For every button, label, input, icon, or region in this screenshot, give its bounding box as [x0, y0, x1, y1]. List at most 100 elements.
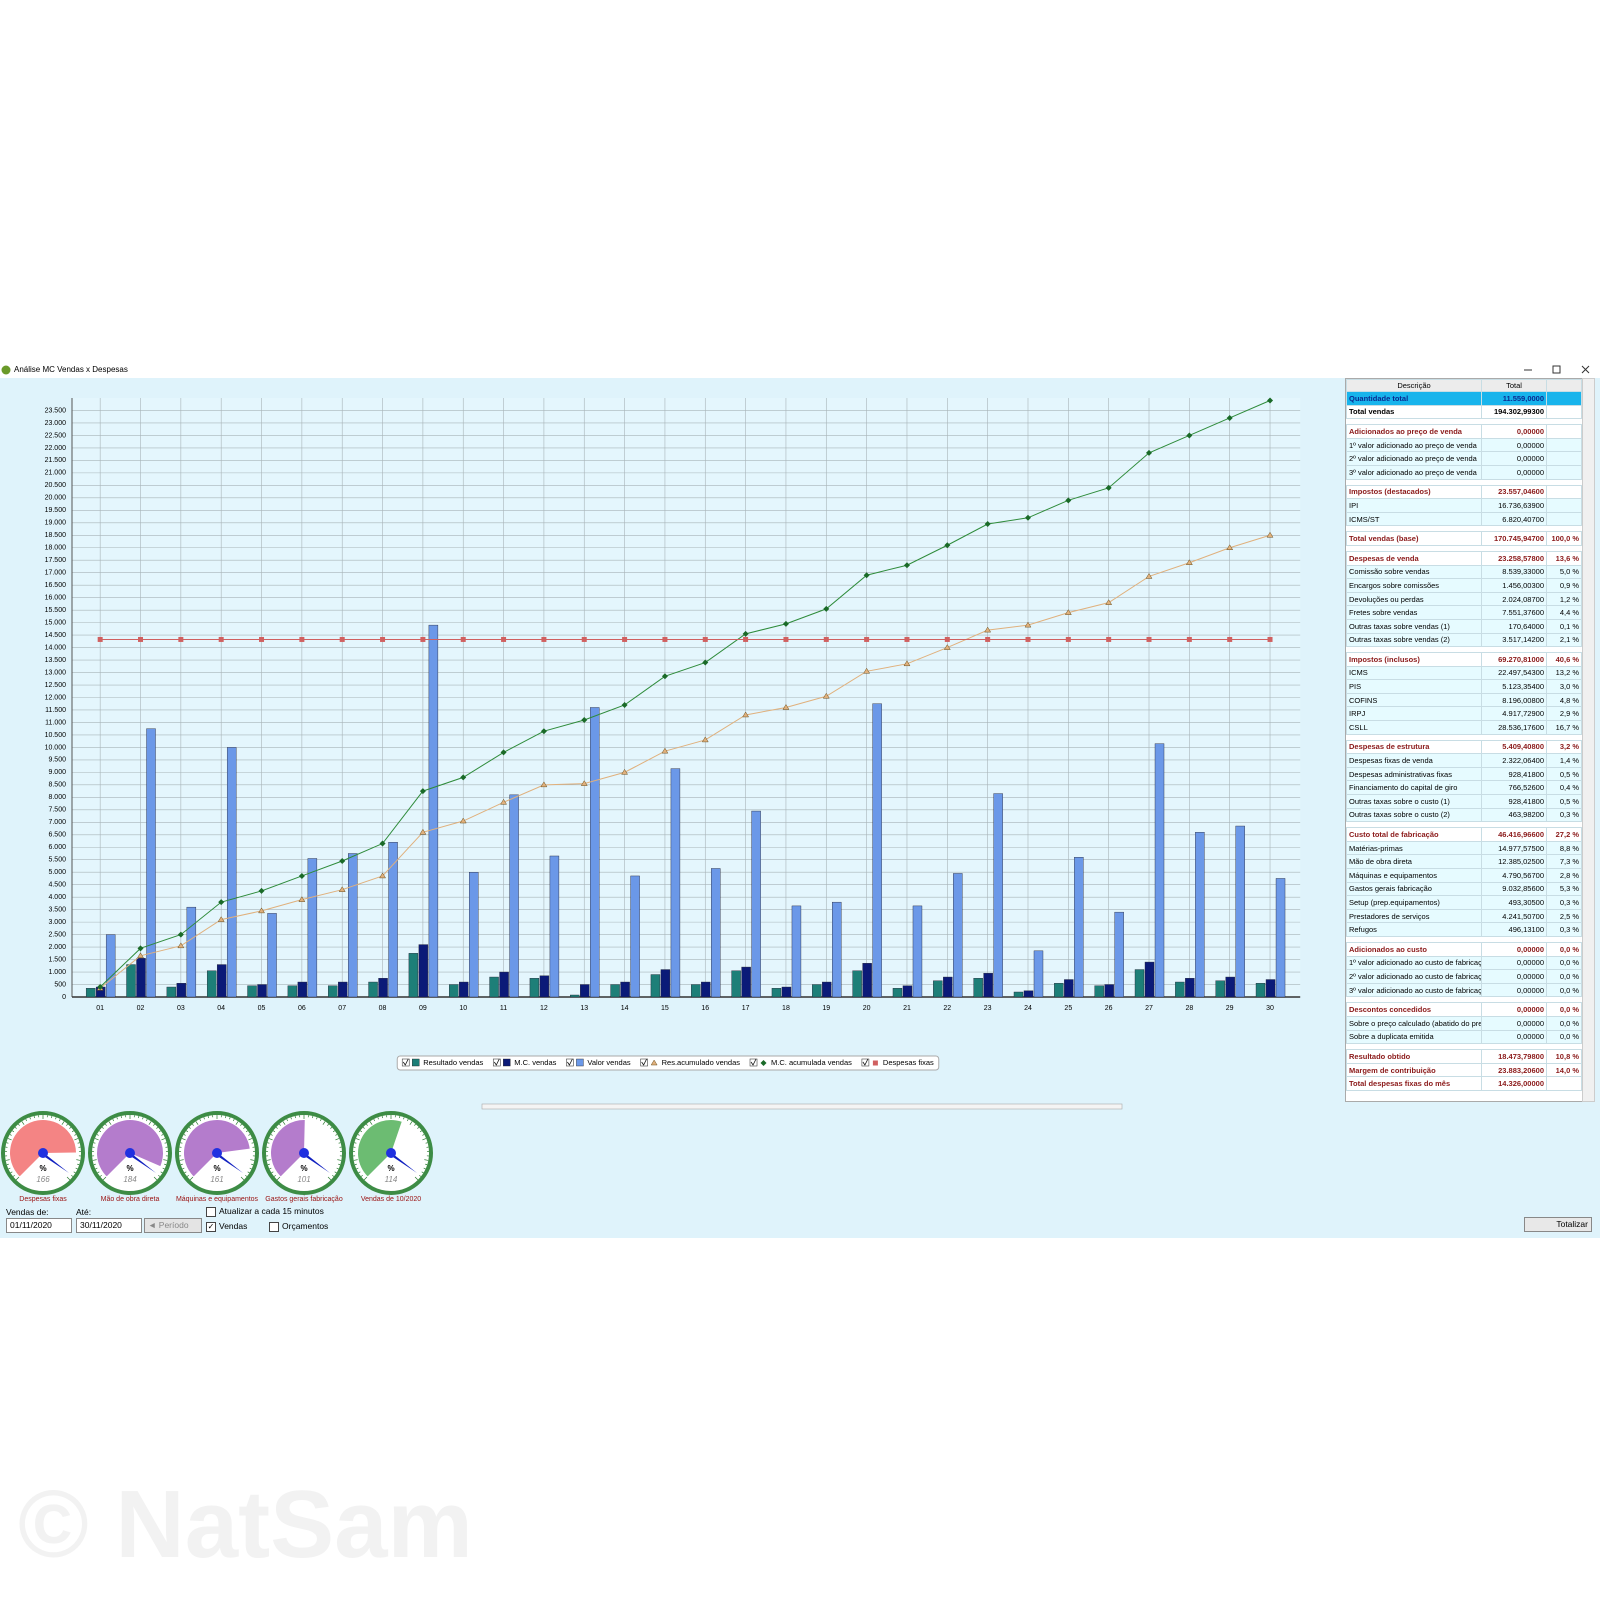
gauge-tick — [179, 1159, 184, 1161]
gauge-tick — [403, 1117, 405, 1120]
table-cell: 170.745,94700 — [1481, 531, 1547, 546]
to-date[interactable]: 30/11/2020 — [76, 1218, 142, 1233]
gauge-readout: 114 — [385, 1175, 398, 1184]
bar — [620, 981, 630, 998]
gauge-tick — [94, 1138, 99, 1141]
spacer — [1546, 525, 1582, 532]
gauge-unit: % — [39, 1164, 46, 1173]
y-tick-label: 1.000 — [48, 969, 66, 976]
gauge-tick — [69, 1126, 72, 1129]
table-cell: 0,3 % — [1546, 922, 1582, 937]
table-row: Total vendas 194.302,99300 — [1346, 404, 1582, 420]
marker — [459, 817, 467, 824]
table-cell: 4,4 % — [1546, 605, 1582, 620]
table-cell: Comissão sobre vendas — [1346, 564, 1482, 580]
gauge-tick — [267, 1163, 270, 1166]
restore[interactable] — [1552, 365, 1561, 374]
totalize-button[interactable]: Totalizar — [1524, 1217, 1592, 1232]
marker — [622, 636, 628, 642]
spacer — [1546, 821, 1582, 828]
gauge-tick — [421, 1171, 424, 1174]
x-tick-label: 02 — [137, 1005, 145, 1012]
spacer-row — [1346, 418, 1582, 425]
bar — [287, 985, 298, 998]
gauge-tick — [247, 1171, 250, 1174]
x-tick-label: 29 — [1226, 1005, 1234, 1012]
table-cell: 9.032,85600 — [1481, 881, 1547, 897]
gauge-tick — [148, 1121, 152, 1125]
bar — [499, 971, 509, 998]
bar — [1195, 832, 1205, 998]
table-cell: 0,0 % — [1546, 1002, 1582, 1017]
spacer — [1346, 734, 1482, 741]
bar — [489, 976, 499, 998]
gauge-tick — [160, 1171, 163, 1174]
table-row: Adicionados ao custo 0,00000 0,0 % — [1346, 941, 1582, 957]
marker — [1024, 514, 1031, 521]
gauge-tick — [71, 1130, 74, 1133]
gauge-tick — [18, 1123, 20, 1126]
bar — [509, 794, 519, 998]
checkbox-option[interactable]: Atualizar a cada 15 minutos — [206, 1206, 324, 1217]
y-tick-label: 12.500 — [45, 682, 67, 689]
table-cell: 16.736,63900 — [1481, 498, 1547, 513]
marker — [985, 636, 991, 642]
bar — [186, 906, 197, 998]
table-cell: 0,00000 — [1481, 1002, 1547, 1017]
x-tick-label: 27 — [1145, 1005, 1153, 1012]
title-bar: Análise MC Vendas x Despesas — [0, 362, 1600, 378]
gauge-tick — [320, 1118, 322, 1122]
marker — [944, 636, 950, 642]
gauge-tick — [338, 1163, 341, 1166]
checkbox-option[interactable]: ✓ Vendas — [206, 1221, 247, 1232]
gauge-tick — [164, 1142, 167, 1144]
table-cell: 2,5 % — [1546, 908, 1582, 924]
spacer — [1546, 545, 1582, 552]
close[interactable] — [1581, 365, 1590, 374]
bar — [247, 985, 257, 998]
marker — [218, 636, 224, 642]
spacer — [1481, 525, 1547, 532]
legend-checkbox — [566, 1058, 574, 1067]
from-date[interactable]: 01/11/2020 — [6, 1218, 72, 1233]
gauge-tick — [424, 1159, 429, 1161]
table-cell: Impostos (inclusos) — [1346, 652, 1482, 667]
x-tick-label: 24 — [1024, 1005, 1032, 1012]
marker — [872, 1060, 878, 1066]
marker — [258, 907, 265, 914]
table-cell: 0,00000 — [1481, 451, 1547, 466]
scrollbar[interactable] — [1582, 378, 1595, 1102]
y-tick-label: 18.500 — [45, 532, 67, 539]
gauge-tick — [12, 1175, 15, 1177]
period-button[interactable]: ◄ Período — [144, 1218, 202, 1233]
checkbox-option[interactable]: Orçamentos — [269, 1221, 328, 1232]
gauge-tick — [77, 1142, 80, 1144]
gauge-tick — [290, 1117, 292, 1120]
bar — [1104, 984, 1114, 998]
gauge-needle — [40, 1150, 69, 1173]
y-tick-label: 3.000 — [48, 919, 66, 926]
table-cell: 23.557,04600 — [1481, 484, 1547, 500]
marker — [540, 728, 547, 735]
gauge-tick — [235, 1121, 239, 1125]
gauge-tick — [75, 1167, 78, 1170]
table-cell: 194.302,99300 — [1481, 404, 1547, 420]
table-row: Setup (prep.equipamentos) 493,30500 0,3 % — [1346, 895, 1582, 910]
gauge-tick — [336, 1167, 339, 1170]
table-row: 3º valor adicionado ao custo de fabricaç… — [1346, 982, 1582, 998]
summary-table: Descrição Total Quantidade total 11.559,0… — [1345, 378, 1583, 1102]
bar — [933, 980, 943, 998]
table-row: Refugos 496,13100 0,3 % — [1346, 922, 1582, 937]
table-row: Quantidade total 11.559,0000 — [1346, 391, 1582, 406]
table-cell: 0,0 % — [1546, 982, 1582, 998]
gauge-tick — [6, 1163, 9, 1166]
gauge-tick — [270, 1134, 273, 1136]
checkbox — [206, 1206, 216, 1217]
gauge-tick — [267, 1142, 270, 1144]
marker — [339, 857, 346, 864]
table-cell: 13,2 % — [1546, 665, 1582, 681]
bar — [368, 981, 378, 998]
marker — [621, 768, 629, 775]
gauge-tick — [240, 1176, 245, 1181]
y-tick-label: 19.500 — [45, 507, 67, 514]
